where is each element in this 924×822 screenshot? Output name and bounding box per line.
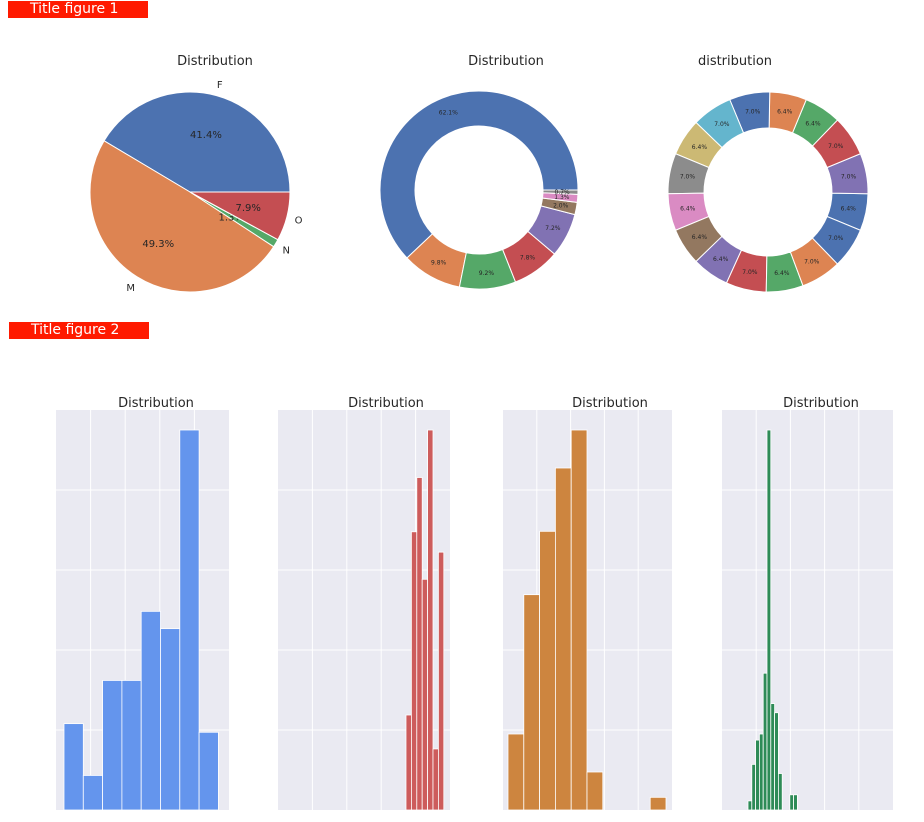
pie-1-category-label-1: F xyxy=(217,80,223,91)
figure-2-title-banner: Title figure 2 xyxy=(9,322,149,339)
pie-chart-1: Distribution 41.4% F 49.3% M 1.3% N 7.9% O xyxy=(89,54,303,294)
histogram-2-bar-3 xyxy=(416,477,423,811)
histogram-3-bar-5 xyxy=(570,429,588,811)
pie-3-pct-label-2: 7.0% xyxy=(841,174,857,181)
histogram-3-bar-4 xyxy=(555,467,572,811)
histogram-2-bar-4 xyxy=(421,578,429,811)
pie-2-pct-label-7: 1.3% xyxy=(554,194,570,201)
pie-chart-1-title: Distribution xyxy=(177,54,253,69)
pie-1-category-label-2: M xyxy=(126,283,135,294)
histogram-1-title: Distribution xyxy=(118,396,194,411)
histogram-4-bar-6 xyxy=(766,429,772,811)
pie-3-slice-16 xyxy=(811,215,862,265)
pie-3-pct-label-9: 7.0% xyxy=(680,174,696,181)
pie-3-pct-label-16: 7.0% xyxy=(828,235,844,242)
pie-3-pct-label-12: 6.4% xyxy=(713,256,729,263)
pie-1-pct-label-1: 41.4% xyxy=(190,130,222,141)
histogram-2-bar-5 xyxy=(427,429,434,811)
pie-2-pct-label-8: 0.7% xyxy=(555,189,571,196)
histogram-4-bar-1 xyxy=(747,800,753,811)
pie-3-pct-label-5: 6.4% xyxy=(777,109,793,116)
histogram-3-bar-6 xyxy=(586,771,604,811)
histogram-4-bar-12 xyxy=(789,794,794,811)
histogram-3-bar-2 xyxy=(523,594,540,811)
histogram-2-bar-7 xyxy=(437,551,445,811)
pie-3-pct-label-4: 6.4% xyxy=(805,120,821,127)
pie-chart-2: Distribution 62.1% 9.8% 9.2% 7.8% 7.2% 2.0% 1.3… xyxy=(379,54,579,290)
pie-1-pct-label-2: 49.3% xyxy=(142,239,174,250)
histogram-4-title: Distribution xyxy=(783,396,859,411)
pie-1-slice-4 xyxy=(189,191,291,241)
pie-chart-2-title: Distribution xyxy=(468,54,544,69)
histogram-1-bar-7 xyxy=(179,429,200,811)
pie-3-pct-label-11: 6.4% xyxy=(692,234,708,241)
pie-2-pct-label-2: 9.8% xyxy=(431,260,447,267)
histogram-3-bar-10 xyxy=(649,796,667,811)
histogram-4-bar-5 xyxy=(762,672,768,811)
histogram-4-bar-13 xyxy=(793,794,798,811)
histogram-4-bar-8 xyxy=(774,712,779,811)
pie-2-slice-1 xyxy=(379,90,579,259)
pie-3-pct-label-15: 7.0% xyxy=(804,258,820,265)
pie-1-slice-1 xyxy=(103,91,291,193)
pie-1-category-label-4: O xyxy=(295,216,303,227)
histogram-1-bar-6 xyxy=(160,628,181,811)
histogram-2-bar-6 xyxy=(432,748,439,811)
histogram-3: Distribution xyxy=(503,396,672,811)
histogram-1-bar-4 xyxy=(121,680,142,811)
histogram-4-bar-2 xyxy=(751,764,756,811)
histogram-1-bar-8 xyxy=(198,731,219,811)
pie-1-category-label-3: N xyxy=(282,245,289,256)
pie-1-pct-label-3: 1.3% xyxy=(219,213,244,224)
histogram-4-bar-9 xyxy=(778,773,783,811)
histogram-2-bar-2 xyxy=(410,531,418,811)
pie-2-pct-label-6: 2.0% xyxy=(553,203,569,210)
histogram-4-panel xyxy=(722,410,893,810)
pie-chart-3: distribution 6.4% 7.0% 7.0% 6.4% 6.4% 7.0% 7.0%… xyxy=(667,54,869,293)
pie-3-pct-label-1: 6.4% xyxy=(841,206,857,213)
histogram-3-bar-3 xyxy=(539,530,556,811)
pie-3-pct-label-10: 6.4% xyxy=(680,206,696,213)
histogram-3-bar-1 xyxy=(507,733,525,811)
pie-2-pct-label-1: 62.1% xyxy=(439,110,458,117)
histogram-2-bar-1 xyxy=(405,714,412,811)
histogram-2: Distribution xyxy=(278,396,450,811)
histogram-4-bar-7 xyxy=(770,703,775,811)
histogram-2-title: Distribution xyxy=(348,396,424,411)
histogram-4-bar-4 xyxy=(759,733,764,811)
pie-3-pct-label-3: 7.0% xyxy=(828,143,844,150)
pie-3-pct-label-13: 7.0% xyxy=(742,269,758,276)
pie-1-pct-label-4: 7.9% xyxy=(235,203,260,214)
histogram-1-bar-1 xyxy=(63,723,84,811)
histogram-1: Distribution xyxy=(56,396,229,811)
pie-3-pct-label-14: 6.4% xyxy=(774,270,790,277)
pie-2-pct-label-5: 7.2% xyxy=(545,225,561,232)
pie-chart-3-title: distribution xyxy=(698,54,772,69)
figure-1-title-banner: Title figure 1 xyxy=(8,1,148,18)
pie-3-pct-label-8: 6.4% xyxy=(692,144,708,151)
histogram-1-bar-2 xyxy=(82,775,104,811)
pie-1-slice-2 xyxy=(89,140,275,293)
pie-2-slice-8 xyxy=(542,189,579,195)
pie-2-pct-label-4: 7.8% xyxy=(520,255,536,262)
histogram-4: Distribution xyxy=(722,396,893,811)
pie-3-pct-label-7: 7.0% xyxy=(714,121,730,128)
histogram-3-title: Distribution xyxy=(572,396,648,411)
histogram-1-bar-3 xyxy=(102,680,123,811)
histogram-4-bar-3 xyxy=(755,739,760,811)
pie-3-pct-label-6: 7.0% xyxy=(745,108,761,115)
pie-2-pct-label-3: 9.2% xyxy=(479,270,495,277)
histogram-1-bar-5 xyxy=(140,610,161,811)
